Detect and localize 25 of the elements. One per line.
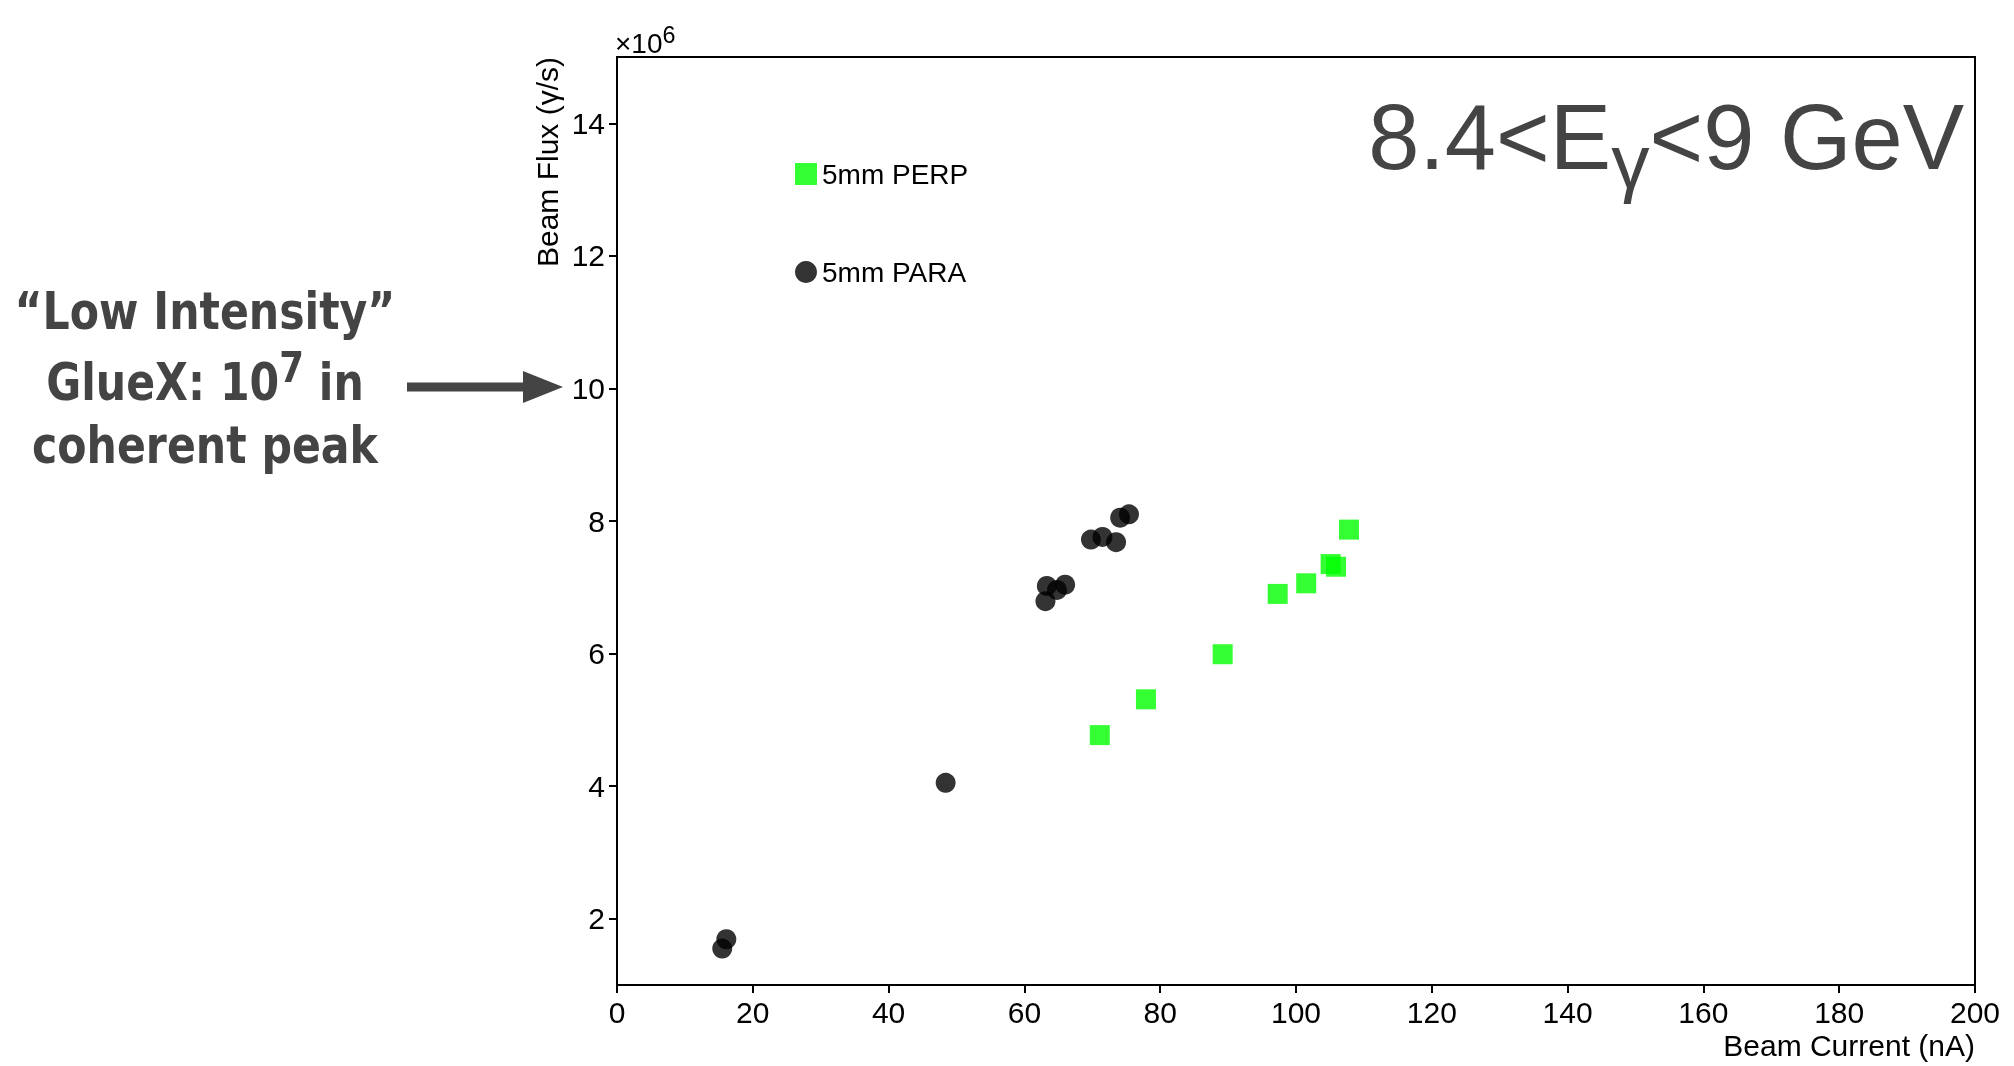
y-tick-label: 10: [571, 371, 605, 405]
x-tick-label: 100: [1270, 995, 1322, 1029]
x-tick-label: 0: [608, 995, 626, 1029]
x-tick-label: 80: [1143, 995, 1177, 1029]
x-tick-label: 20: [736, 995, 770, 1029]
x-tick-label: 40: [871, 995, 906, 1029]
y-tick-label: 12: [571, 239, 605, 273]
y-axis-title: Beam Flux (γ/s): [530, 57, 564, 268]
x-tick-label: 200: [1949, 995, 2001, 1029]
text: “Low Intensity” GlueX: 10$^{7}$ in coherent peak: [13, 280, 397, 477]
x-axis-title: Beam Current (nA): [1723, 1028, 1975, 1062]
y-tick-label: 6: [588, 637, 605, 671]
x-tick-label: 140: [1542, 995, 1593, 1029]
legend-label: 5mm PARA: [822, 256, 967, 288]
y-tick-label: 2: [588, 902, 605, 936]
legend-label: 5mm PERP: [822, 158, 969, 190]
y-tick-label: 14: [571, 106, 605, 140]
y-tick-label: 8: [588, 504, 605, 538]
annotation: ×10$^{6}$: [615, 22, 676, 61]
x-tick-label: 60: [1007, 995, 1042, 1029]
x-tick-label: 120: [1406, 995, 1457, 1029]
y-tick-label: 4: [588, 769, 605, 803]
chart-title: 8.4<E$_{γ}$<9 GeV: [1368, 85, 1964, 207]
x-tick-label: 160: [1678, 995, 1729, 1029]
x-tick-label: 180: [1814, 995, 1865, 1029]
